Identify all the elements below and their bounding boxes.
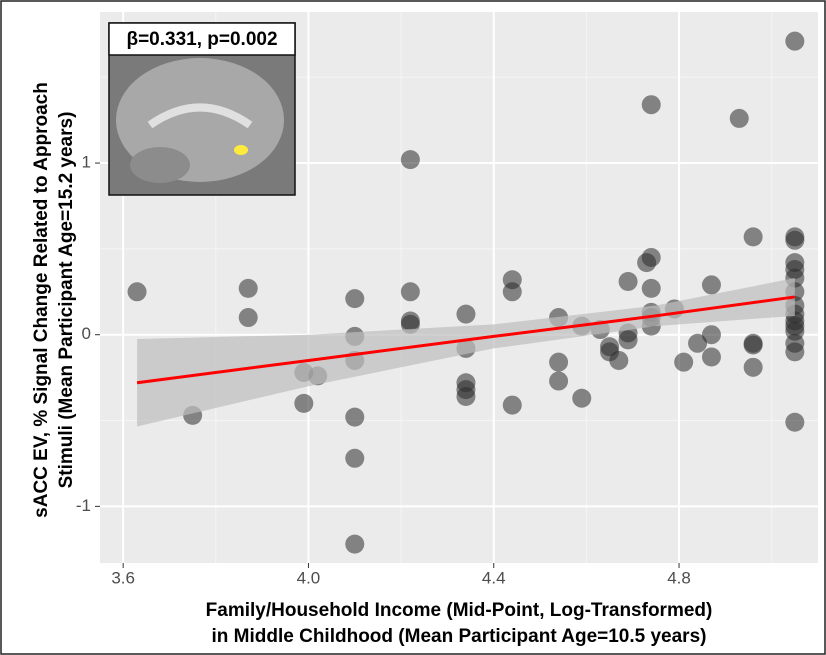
point [688, 333, 708, 353]
point [294, 393, 314, 413]
point [785, 412, 805, 432]
point [641, 95, 661, 115]
confidence-band [137, 278, 795, 427]
y-axis-label: sACC EV, % Signal Change Related to Appr… [31, 82, 52, 518]
point [701, 325, 721, 345]
x-tick-label: 4.8 [667, 568, 691, 587]
point [345, 407, 365, 427]
point [785, 31, 805, 51]
point [549, 352, 569, 372]
point [743, 227, 763, 247]
point [345, 289, 365, 309]
point [674, 352, 694, 372]
point [572, 388, 592, 408]
y-axis-label: Stimuli (Mean Participant Age=15.2 years… [56, 112, 77, 489]
point [618, 271, 638, 291]
point [609, 350, 629, 370]
point [743, 357, 763, 377]
x-tick-label: 4.4 [482, 568, 506, 587]
y-tick-label: -1 [76, 496, 91, 515]
x-tick-label: 4.0 [297, 568, 321, 587]
annotation: β=0.331, p=0.002 [126, 29, 277, 50]
point [618, 330, 638, 350]
point [400, 150, 420, 170]
activation [234, 145, 248, 155]
point [641, 278, 661, 298]
point [502, 282, 522, 302]
y-tick-label: 1 [82, 153, 91, 172]
point [345, 534, 365, 554]
point [456, 386, 476, 406]
x-tick-label: 3.6 [111, 568, 135, 587]
point [456, 304, 476, 324]
cerebellum [130, 147, 190, 183]
x-axis-label: Family/Household Income (Mid-Point, Log-… [206, 600, 713, 621]
regression-line [136, 295, 796, 385]
corpus-callosum [147, 103, 253, 129]
point [701, 275, 721, 295]
point [637, 253, 657, 273]
annotation-box [108, 22, 296, 56]
point [345, 448, 365, 468]
point [502, 395, 522, 415]
point [127, 282, 147, 302]
marks [127, 31, 805, 554]
x-axis-label: in Middle Childhood (Mean Participant Ag… [212, 626, 707, 647]
point [729, 108, 749, 128]
inset: β=0.331, p=0.002 [108, 22, 296, 196]
point [743, 335, 763, 355]
point [701, 347, 721, 367]
y-tick-label: 0 [82, 324, 91, 343]
point [238, 278, 258, 298]
point [549, 371, 569, 391]
point [238, 308, 258, 328]
point [785, 230, 805, 250]
point [785, 342, 805, 362]
point [400, 282, 420, 302]
